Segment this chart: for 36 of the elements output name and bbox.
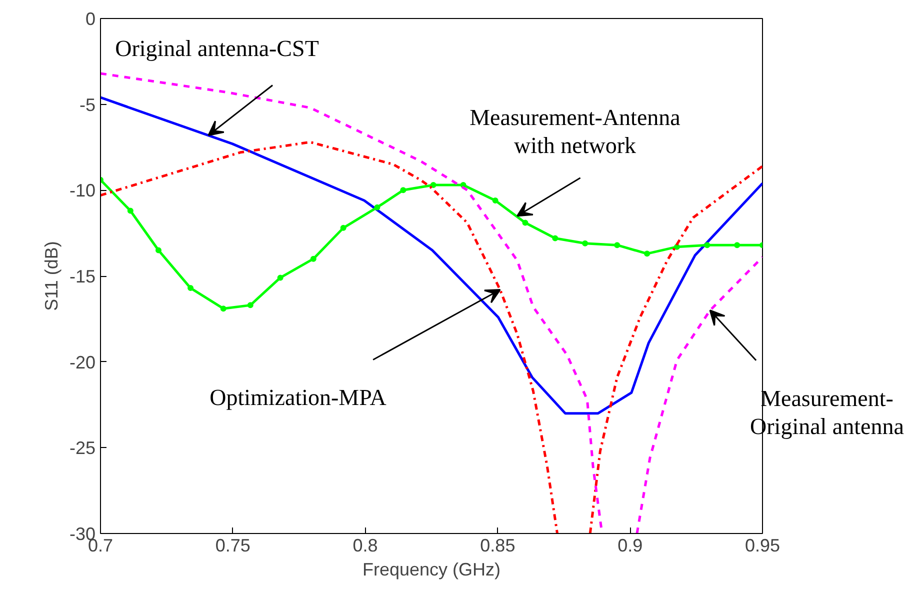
point [492,197,498,204]
y-tick-label: -10 [69,180,96,201]
y-tick-label: -15 [69,266,96,286]
annotation: Optimization-MPA [210,384,386,412]
point [277,274,284,281]
point [552,235,558,242]
y-axis-title: S11 (dB) [41,241,62,311]
x-tick-label: 0.9 [618,536,643,556]
point [155,247,162,254]
x-axis-title: Frequency (GHz) [362,560,501,580]
point [582,240,588,246]
y-tick-label: 0 [85,9,96,29]
point [522,220,528,226]
x-tick-label: 0.85 [480,536,516,556]
point [220,306,226,312]
point [374,204,380,210]
point [614,242,620,248]
point [734,242,740,248]
point [400,187,406,194]
point [188,285,194,292]
point [340,224,346,231]
x-tick-label: 0.75 [215,536,250,556]
y-tick-label: -25 [69,438,96,458]
annotation: Original antenna-CST [115,35,319,63]
point [310,256,316,262]
x-tick-label: 0.8 [352,536,378,556]
annotation: Measurement-Antenna with network [470,104,680,160]
point [644,250,650,257]
point [127,208,134,214]
x-tick-label: 0.95 [744,536,780,556]
y-tick-label: -20 [69,352,96,372]
point [247,302,254,308]
point [704,242,710,248]
line-series [100,96,762,415]
y-tick-label: -5 [79,94,96,115]
point [430,182,436,188]
